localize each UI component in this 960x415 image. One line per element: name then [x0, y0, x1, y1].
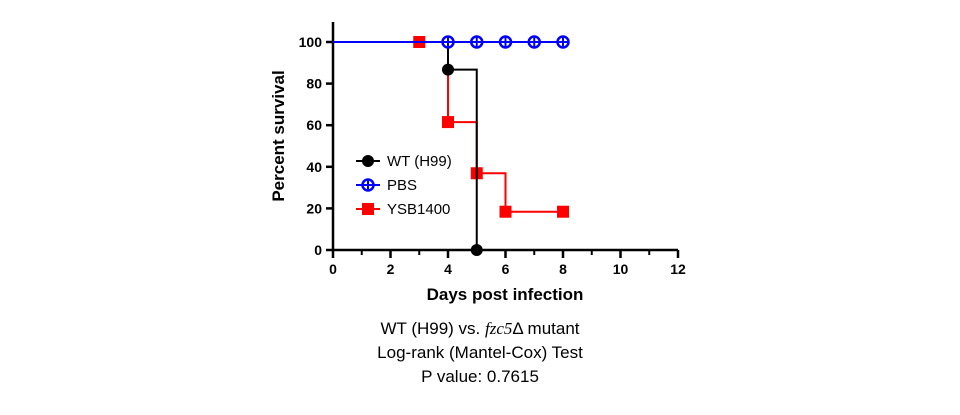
y-tick-label: 60	[306, 117, 322, 133]
legend-item-ysb1400: YSB1400	[356, 201, 450, 218]
caption-prefix: WT (H99) vs.	[380, 319, 485, 338]
data-point-ysb1400	[442, 116, 454, 129]
y-tick-label: 0	[314, 242, 322, 258]
legend-marker-pbs	[361, 178, 375, 192]
caption-line-3: P value: 0.7615	[421, 367, 539, 386]
x-tick-label: 4	[444, 261, 452, 277]
data-point-pbs	[498, 35, 513, 49]
legend-label-pbs: PBS	[387, 177, 417, 194]
caption-line-1: WT (H99) vs. fzc5Δ mutant	[0, 318, 960, 340]
x-tick-label: 0	[329, 261, 337, 277]
data-point-pbs	[527, 35, 541, 49]
series-ysb1400	[413, 36, 569, 218]
series-pbs	[333, 35, 570, 49]
x-tick-label: 8	[559, 261, 567, 277]
legend-label-ysb1400: YSB1400	[387, 201, 450, 218]
y-tick-label: 80	[306, 76, 322, 92]
legend-label-wt-h99: WT (H99)	[387, 153, 452, 170]
data-point-pbs	[441, 35, 455, 49]
caption-line-2: Log-rank (Mantel-Cox) Test	[377, 343, 583, 362]
y-tick-label: 40	[306, 159, 322, 175]
legend-item-pbs: PBS	[356, 177, 417, 194]
x-tick-label: 12	[670, 261, 686, 277]
caption-suffix: Δ mutant	[512, 319, 580, 338]
data-point-ysb1400	[557, 205, 569, 218]
data-point-pbs	[556, 35, 570, 49]
x-axis-title: Days post infection	[427, 285, 584, 304]
series-wt-h99	[333, 41, 483, 256]
data-point-wt-h99	[442, 63, 454, 76]
caption-gene-name: fzc5	[485, 319, 513, 338]
series-line-wt-h99	[333, 41, 478, 250]
x-tick-label: 2	[387, 261, 395, 277]
y-axis-title: Percent survival	[269, 70, 288, 201]
x-tick-label: 10	[613, 261, 629, 277]
data-point-wt-h99	[470, 244, 483, 256]
x-tick-label: 6	[502, 261, 510, 277]
legend-marker-ysb1400	[362, 203, 374, 215]
chart-series	[333, 35, 570, 256]
chart-legend: WT (H99) PBS YSB1400	[356, 153, 452, 218]
series-line-ysb1400	[419, 41, 563, 213]
legend-item-wt-h99: WT (H99)	[356, 153, 452, 170]
data-point-ysb1400	[499, 205, 512, 218]
y-tick-label: 20	[306, 200, 322, 216]
y-tick-label: 100	[299, 34, 323, 50]
legend-marker-wt-h99	[362, 155, 374, 167]
data-point-pbs	[470, 35, 484, 49]
chart-axes: 0 20 40 60 80 100 0 2 4 6 8 10 12	[299, 22, 686, 277]
